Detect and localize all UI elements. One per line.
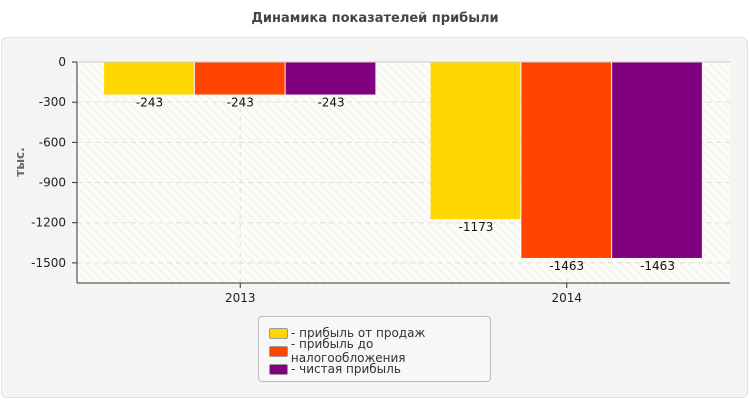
data-label: -1463 bbox=[640, 259, 675, 273]
legend-item[interactable]: - чистая прибыль bbox=[259, 360, 490, 378]
bar bbox=[104, 62, 194, 95]
data-label: -1173 bbox=[459, 220, 494, 234]
bar bbox=[521, 62, 612, 258]
legend-item[interactable]: - прибыль от продаж bbox=[259, 324, 490, 342]
y-tick-label: -1200 bbox=[31, 216, 66, 230]
data-label: -243 bbox=[227, 96, 254, 110]
data-label: -1463 bbox=[549, 259, 584, 273]
legend-swatch bbox=[269, 363, 288, 375]
y-tick-label: -600 bbox=[39, 135, 66, 149]
data-label: -243 bbox=[136, 96, 163, 110]
y-tick-label: -300 bbox=[39, 95, 66, 109]
legend-label: - прибыль от продаж bbox=[291, 326, 426, 340]
y-tick-label: -1500 bbox=[31, 256, 66, 270]
legend-item[interactable]: - прибыль до налогообложения bbox=[259, 337, 490, 365]
data-label: -243 bbox=[317, 96, 344, 110]
chart-title: Динамика показателей прибыли bbox=[251, 11, 499, 26]
legend-label: - чистая прибыль bbox=[291, 362, 401, 376]
legend-swatch bbox=[269, 327, 288, 339]
y-axis-label: тыс. bbox=[13, 147, 27, 176]
bar bbox=[612, 62, 702, 258]
legend-label: - прибыль до налогообложения bbox=[290, 337, 406, 365]
y-tick-label: -900 bbox=[39, 176, 66, 190]
x-tick-label: 2014 bbox=[551, 291, 582, 305]
y-tick-label: 0 bbox=[58, 55, 66, 69]
bar bbox=[285, 62, 376, 95]
bar bbox=[430, 62, 521, 220]
legend: - прибыль от продаж - прибыль до налогоо… bbox=[258, 316, 491, 382]
legend-swatch bbox=[269, 345, 288, 357]
bar bbox=[194, 62, 285, 95]
x-tick-label: 2013 bbox=[225, 291, 256, 305]
